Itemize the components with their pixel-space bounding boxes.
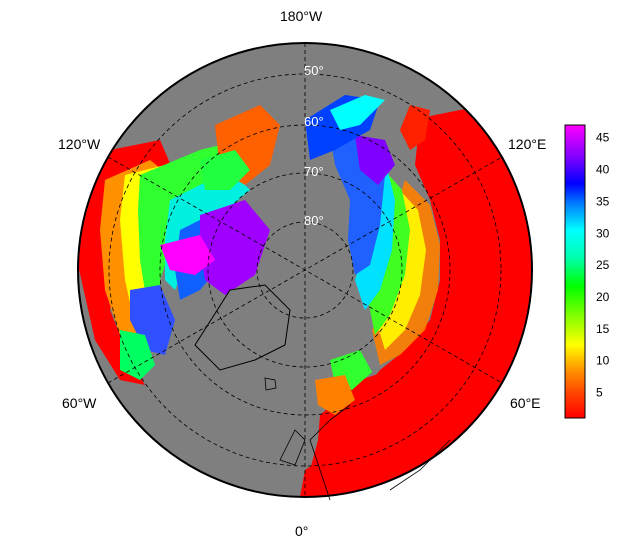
lon-label-bottom: 0° xyxy=(295,523,308,539)
colorbar-tick-label: 10 xyxy=(596,354,610,368)
scandinavia-orange xyxy=(315,375,355,415)
greenland xyxy=(194,284,291,371)
lon-label-bottom-right: 60°E xyxy=(510,395,541,411)
europe-region xyxy=(310,370,420,480)
north-america-red xyxy=(78,140,175,385)
colorbar-tick-label: 30 xyxy=(596,226,610,240)
canadian-arch-magenta xyxy=(160,235,215,275)
colorbar-tick-label: 5 xyxy=(596,386,603,400)
siberia-purple xyxy=(355,135,395,185)
lat-label-60: 60° xyxy=(304,114,324,129)
kamchatka-red xyxy=(400,105,430,150)
graticule xyxy=(107,43,503,497)
lat-label-70: 70° xyxy=(304,164,324,179)
lon-label-top-right: 120°E xyxy=(508,136,546,152)
lat-circle-50 xyxy=(108,73,502,467)
map-boundary xyxy=(77,42,533,498)
colorbar-tick-label: 20 xyxy=(596,290,610,304)
colorbar-tick-label: 25 xyxy=(596,258,610,272)
colorbar-tick-label: 35 xyxy=(596,194,610,208)
snow-depth-field xyxy=(78,95,532,497)
alaska-green xyxy=(200,150,250,190)
chukotka-cyan xyxy=(330,95,385,130)
labrador-green xyxy=(120,330,155,380)
lat-circle-80 xyxy=(256,221,354,319)
colorbar-ticks: 5 10 15 20 25 30 35 40 45 xyxy=(596,131,610,400)
lon-label-top: 180°W xyxy=(280,8,323,24)
lon-label-bottom-left: 60°W xyxy=(62,395,97,411)
meridian-120w-60e xyxy=(107,156,503,384)
lat-circle-70 xyxy=(207,172,403,368)
colorbar: 5 10 15 20 25 30 35 40 45 xyxy=(564,124,610,419)
colorbar-tick-label: 15 xyxy=(596,322,610,336)
lat-label-80: 80° xyxy=(304,213,324,228)
colorbar-tick-label: 40 xyxy=(596,163,610,177)
colorbar-gradient xyxy=(564,124,586,419)
canadian-arch-purple xyxy=(200,200,270,295)
colorbar-tick-label: 45 xyxy=(596,131,610,145)
coastlines xyxy=(264,377,451,501)
lon-label-top-left: 120°W xyxy=(58,136,101,152)
lat-label-50: 50° xyxy=(304,63,324,78)
